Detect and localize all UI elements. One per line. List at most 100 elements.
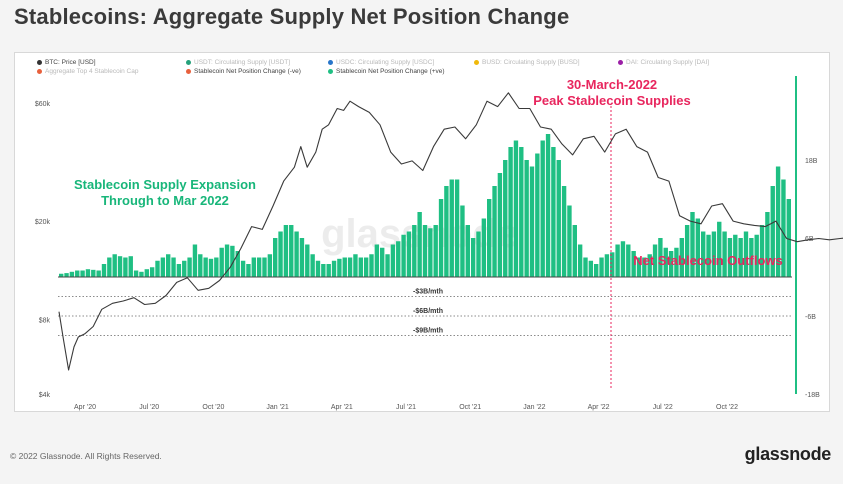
net-position-bar (342, 257, 347, 277)
net-position-bar (577, 244, 583, 277)
net-position-bar (765, 212, 770, 277)
net-position-bar (529, 166, 535, 277)
net-position-bar (107, 257, 112, 277)
net-position-bar (385, 254, 390, 277)
net-position-bar (369, 254, 374, 277)
net-position-bar (668, 251, 674, 277)
net-position-bar (775, 166, 781, 277)
legend-dot-icon (37, 60, 42, 65)
x-tick-label: Apr '20 (74, 404, 96, 411)
net-position-bar (59, 273, 64, 277)
net-position-bar (583, 257, 588, 277)
net-position-bar (149, 267, 155, 277)
net-position-bar (487, 199, 492, 277)
net-position-bar (647, 254, 652, 277)
legend-item[interactable]: BUSD: Circulating Supply [BUSD] (474, 59, 580, 66)
net-position-bar (203, 257, 208, 277)
net-position-bar (69, 271, 75, 277)
net-position-bar (198, 254, 203, 277)
net-position-bar (91, 269, 96, 277)
net-position-bar (470, 238, 476, 277)
net-position-bar (604, 254, 610, 277)
net-position-bar (251, 257, 256, 277)
net-position-bar (786, 199, 791, 277)
reference-line-label: -$3B/mth (413, 289, 443, 296)
net-position-bar (519, 147, 524, 277)
net-position-bar (449, 179, 454, 277)
net-position-bar (428, 228, 433, 277)
net-position-bar (380, 247, 385, 277)
x-tick-label: Jan '22 (523, 404, 545, 411)
net-position-bar (80, 270, 85, 277)
legend-item[interactable]: USDC: Circulating Supply [USDC] (328, 59, 434, 66)
legend-item[interactable]: Stablecoin Net Position Change (+ve) (328, 68, 445, 75)
copyright-text: © 2022 Glassnode. All Rights Reserved. (10, 451, 162, 461)
legend-dot-icon (186, 60, 191, 65)
net-position-bar (759, 225, 765, 277)
net-position-bar (273, 238, 278, 277)
net-position-bar (144, 269, 149, 277)
annotation-expansion-line1: Stablecoin Supply Expansion (74, 177, 256, 192)
net-position-bar (508, 147, 513, 277)
y-right-tick-label: 18B (805, 158, 818, 165)
net-position-bar (230, 245, 235, 277)
x-tick-label: Apr '21 (331, 404, 353, 411)
net-position-bar (636, 257, 642, 277)
x-tick-label: Oct '21 (459, 404, 481, 411)
net-position-bar (749, 238, 754, 277)
legend-item[interactable]: DAI: Circulating Supply [DAI] (618, 59, 709, 66)
x-tick-label: Apr '22 (588, 404, 610, 411)
net-position-bar (465, 225, 470, 277)
net-position-bar (556, 160, 561, 277)
net-position-bar (310, 254, 315, 277)
net-position-bar (96, 270, 101, 277)
net-position-bar (321, 264, 326, 277)
net-position-bar (347, 257, 353, 277)
legend-item[interactable]: BTC: Price [USD] (37, 59, 96, 66)
net-position-bar (160, 257, 166, 277)
net-position-bar (711, 231, 717, 277)
legend-dot-icon (186, 69, 191, 74)
net-position-bar (187, 257, 192, 277)
net-position-bar (674, 247, 679, 277)
legend-item[interactable]: Stablecoin Net Position Change (-ve) (186, 68, 301, 75)
y-left-tick-label: $8k (39, 318, 51, 325)
legend-item[interactable]: USDT: Circulating Supply [USDT] (186, 59, 290, 66)
net-position-bar (770, 186, 775, 277)
net-position-bar (278, 231, 283, 277)
net-position-bar (743, 231, 749, 277)
net-position-bar (684, 225, 690, 277)
net-position-bar (267, 254, 273, 277)
net-position-bar (406, 231, 412, 277)
legend-label: BTC: Price [USD] (45, 59, 96, 66)
net-position-bar (139, 271, 144, 277)
legend-label: Stablecoin Net Position Change (+ve) (336, 68, 445, 75)
net-position-bar (492, 186, 497, 277)
net-position-bar (588, 260, 594, 277)
net-position-bar (706, 234, 711, 277)
net-position-bar (551, 147, 556, 277)
net-position-bar (192, 244, 198, 277)
annotation-outflows: Net Stablecoin Outflows (633, 253, 783, 268)
net-position-bar (294, 231, 299, 277)
net-position-bar (256, 257, 262, 277)
net-position-bar (476, 231, 481, 277)
net-position-bar (133, 270, 139, 277)
chart-title: Stablecoins: Aggregate Supply Net Positi… (14, 4, 570, 29)
legend-label: DAI: Circulating Supply [DAI] (626, 59, 710, 66)
net-position-bar (123, 257, 128, 277)
net-position-bar (545, 134, 551, 277)
annotation-peak-text: Peak Stablecoin Supplies (533, 93, 691, 108)
net-position-bar (117, 256, 123, 277)
x-tick-label: Jul '22 (653, 404, 673, 411)
legend-item[interactable]: Aggregate Top 4 Stablecoin Cap (37, 68, 138, 75)
legend-label: USDC: Circulating Supply [USDC] (336, 59, 435, 66)
net-position-bar (299, 238, 305, 277)
net-position-bar (540, 140, 545, 277)
net-position-bar (155, 260, 160, 277)
net-position-bar (401, 234, 406, 277)
net-position-bar (620, 241, 626, 277)
legend-dot-icon (37, 69, 42, 74)
brand-logo: glassnode (744, 444, 832, 464)
